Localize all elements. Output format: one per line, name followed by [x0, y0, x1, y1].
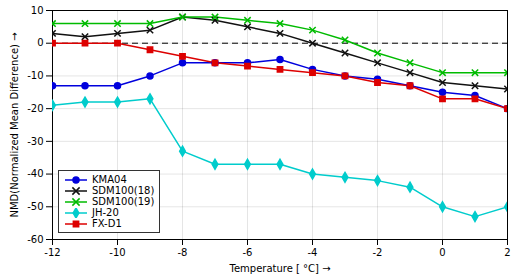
svg-text:-50: -50: [27, 201, 43, 212]
svg-text:NMD(Normalized Mean Difference: NMD(Normalized Mean Difference) →: [9, 32, 20, 217]
svg-text:-6: -6: [243, 247, 253, 258]
svg-text:-60: -60: [27, 234, 43, 245]
svg-text:-10: -10: [109, 247, 125, 258]
svg-text:Temperature [ °C] →: Temperature [ °C] →: [228, 263, 330, 274]
svg-text:-20: -20: [27, 103, 43, 114]
svg-text:-2: -2: [373, 247, 383, 258]
html-text:SDM100(19): SDM100(19): [92, 196, 155, 207]
svg-text:0: 0: [37, 37, 43, 48]
svg-text:2: 2: [504, 247, 510, 258]
html-text:SDM100(18): SDM100(18): [92, 185, 155, 196]
html-text:FX-D1: FX-D1: [92, 218, 122, 229]
svg-text:-40: -40: [27, 168, 43, 179]
svg-text:0: 0: [439, 247, 445, 258]
svg-text:-8: -8: [178, 247, 188, 258]
html-text:KMA04: KMA04: [92, 174, 127, 185]
svg-text:-4: -4: [308, 247, 318, 258]
svg-text:-10: -10: [27, 70, 43, 81]
svg-text:-30: -30: [27, 136, 43, 147]
svg-text:10: 10: [31, 5, 44, 16]
svg-text:-12: -12: [44, 247, 60, 258]
html-text:JH-20: JH-20: [92, 207, 119, 218]
